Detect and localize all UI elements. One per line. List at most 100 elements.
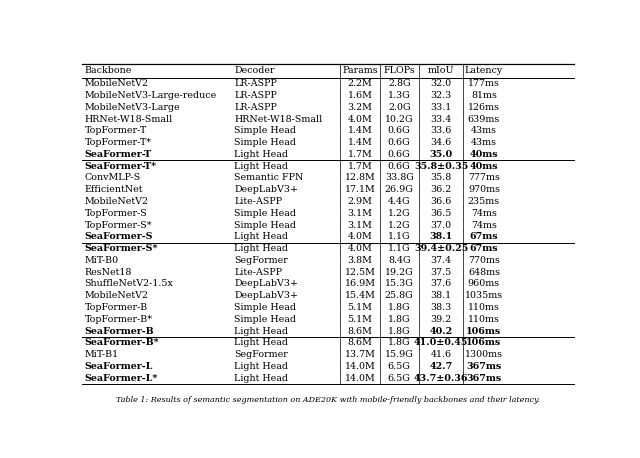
Text: 37.6: 37.6 [430, 279, 452, 289]
Text: 35.8±0.35: 35.8±0.35 [414, 162, 468, 171]
Text: TopFormer-S*: TopFormer-S* [84, 221, 152, 229]
Text: 639ms: 639ms [468, 114, 500, 124]
Text: Simple Head: Simple Head [234, 221, 296, 229]
Text: 1035ms: 1035ms [465, 291, 503, 300]
Text: 4.0M: 4.0M [348, 232, 372, 241]
Text: Light Head: Light Head [234, 244, 288, 253]
Text: TopFormer-T: TopFormer-T [84, 126, 147, 136]
Text: 8.6M: 8.6M [348, 338, 372, 347]
Text: 3.2M: 3.2M [348, 103, 372, 112]
Text: 648ms: 648ms [468, 267, 500, 277]
Text: 8.6M: 8.6M [348, 327, 372, 336]
Text: 367ms: 367ms [467, 374, 502, 382]
Text: 1.2G: 1.2G [388, 221, 410, 229]
Text: Light Head: Light Head [234, 162, 288, 171]
Text: 0.6G: 0.6G [388, 150, 411, 159]
Text: 26.9G: 26.9G [385, 185, 413, 194]
Text: FLOPs: FLOPs [383, 66, 415, 75]
Text: 0.6G: 0.6G [388, 162, 411, 171]
Text: 41.0±0.45: 41.0±0.45 [413, 338, 468, 347]
Text: MiT-B0: MiT-B0 [84, 256, 118, 265]
Text: Light Head: Light Head [234, 327, 288, 336]
Text: 2.9M: 2.9M [348, 197, 372, 206]
Text: MobileNetV2: MobileNetV2 [84, 197, 148, 206]
Text: 0.6G: 0.6G [388, 138, 411, 147]
Text: 38.1: 38.1 [429, 232, 452, 241]
Text: 1.6M: 1.6M [348, 91, 372, 100]
Text: SeaFormer-S*: SeaFormer-S* [84, 244, 158, 253]
Text: 110ms: 110ms [468, 303, 500, 312]
Text: 15.4M: 15.4M [344, 291, 375, 300]
Text: 960ms: 960ms [468, 279, 500, 289]
Text: 41.6: 41.6 [430, 350, 451, 359]
Text: Decoder: Decoder [234, 66, 275, 75]
Text: 777ms: 777ms [468, 174, 500, 182]
Text: 37.4: 37.4 [430, 256, 451, 265]
Text: Backbone: Backbone [84, 66, 132, 75]
Text: 3.8M: 3.8M [348, 256, 372, 265]
Text: 14.0M: 14.0M [344, 362, 375, 371]
Text: 235ms: 235ms [468, 197, 500, 206]
Text: TopFormer-B: TopFormer-B [84, 303, 148, 312]
Text: 4.4G: 4.4G [388, 197, 410, 206]
Text: Latency: Latency [465, 66, 503, 75]
Text: Lite-ASPP: Lite-ASPP [234, 197, 282, 206]
Text: HRNet-W18-Small: HRNet-W18-Small [84, 114, 173, 124]
Text: 6.5G: 6.5G [388, 362, 411, 371]
Text: Light Head: Light Head [234, 338, 288, 347]
Text: 38.1: 38.1 [430, 291, 451, 300]
Text: SeaFormer-B*: SeaFormer-B* [84, 338, 159, 347]
Text: 13.7M: 13.7M [344, 350, 375, 359]
Text: 40ms: 40ms [470, 150, 498, 159]
Text: 970ms: 970ms [468, 185, 500, 194]
Text: 35.0: 35.0 [429, 150, 452, 159]
Text: 33.8G: 33.8G [385, 174, 413, 182]
Text: 1.7M: 1.7M [348, 162, 372, 171]
Text: 39.4±0.25: 39.4±0.25 [414, 244, 468, 253]
Text: DeepLabV3+: DeepLabV3+ [234, 279, 298, 289]
Text: Simple Head: Simple Head [234, 303, 296, 312]
Text: ShuffleNetV2-1.5x: ShuffleNetV2-1.5x [84, 279, 173, 289]
Text: 39.2: 39.2 [430, 315, 452, 324]
Text: 1.8G: 1.8G [388, 327, 410, 336]
Text: 1.7M: 1.7M [348, 150, 372, 159]
Text: 67ms: 67ms [470, 232, 498, 241]
Text: Light Head: Light Head [234, 150, 288, 159]
Text: SeaFormer-T: SeaFormer-T [84, 150, 152, 159]
Text: 36.2: 36.2 [430, 185, 452, 194]
Text: 1.1G: 1.1G [388, 244, 410, 253]
Text: 35.8: 35.8 [430, 174, 452, 182]
Text: DeepLabV3+: DeepLabV3+ [234, 185, 298, 194]
Text: HRNet-W18-Small: HRNet-W18-Small [234, 114, 323, 124]
Text: ResNet18: ResNet18 [84, 267, 132, 277]
Text: Light Head: Light Head [234, 362, 288, 371]
Text: LR-ASPP: LR-ASPP [234, 91, 277, 100]
Text: 1.2G: 1.2G [388, 209, 410, 218]
Text: 32.0: 32.0 [430, 79, 451, 88]
Text: Lite-ASPP: Lite-ASPP [234, 267, 282, 277]
Text: 32.3: 32.3 [430, 91, 452, 100]
Text: LR-ASPP: LR-ASPP [234, 79, 277, 88]
Text: Light Head: Light Head [234, 374, 288, 382]
Text: MobileNetV3-Large: MobileNetV3-Large [84, 103, 180, 112]
Text: 25.8G: 25.8G [385, 291, 413, 300]
Text: 10.2G: 10.2G [385, 114, 413, 124]
Text: TopFormer-S: TopFormer-S [84, 209, 147, 218]
Text: 1.3G: 1.3G [388, 91, 411, 100]
Text: 106ms: 106ms [467, 338, 502, 347]
Text: 1.8G: 1.8G [388, 303, 410, 312]
Text: ConvMLP-S: ConvMLP-S [84, 174, 141, 182]
Text: 0.6G: 0.6G [388, 126, 411, 136]
Text: MobileNetV2: MobileNetV2 [84, 79, 148, 88]
Text: 4.0M: 4.0M [348, 114, 372, 124]
Text: 74ms: 74ms [471, 209, 497, 218]
Text: 3.1M: 3.1M [348, 209, 372, 218]
Text: LR-ASPP: LR-ASPP [234, 103, 277, 112]
Text: 1.8G: 1.8G [388, 315, 410, 324]
Text: 33.6: 33.6 [430, 126, 452, 136]
Text: 1.4M: 1.4M [348, 138, 372, 147]
Text: 110ms: 110ms [468, 315, 500, 324]
Text: Simple Head: Simple Head [234, 315, 296, 324]
Text: Simple Head: Simple Head [234, 138, 296, 147]
Text: 5.1M: 5.1M [348, 315, 372, 324]
